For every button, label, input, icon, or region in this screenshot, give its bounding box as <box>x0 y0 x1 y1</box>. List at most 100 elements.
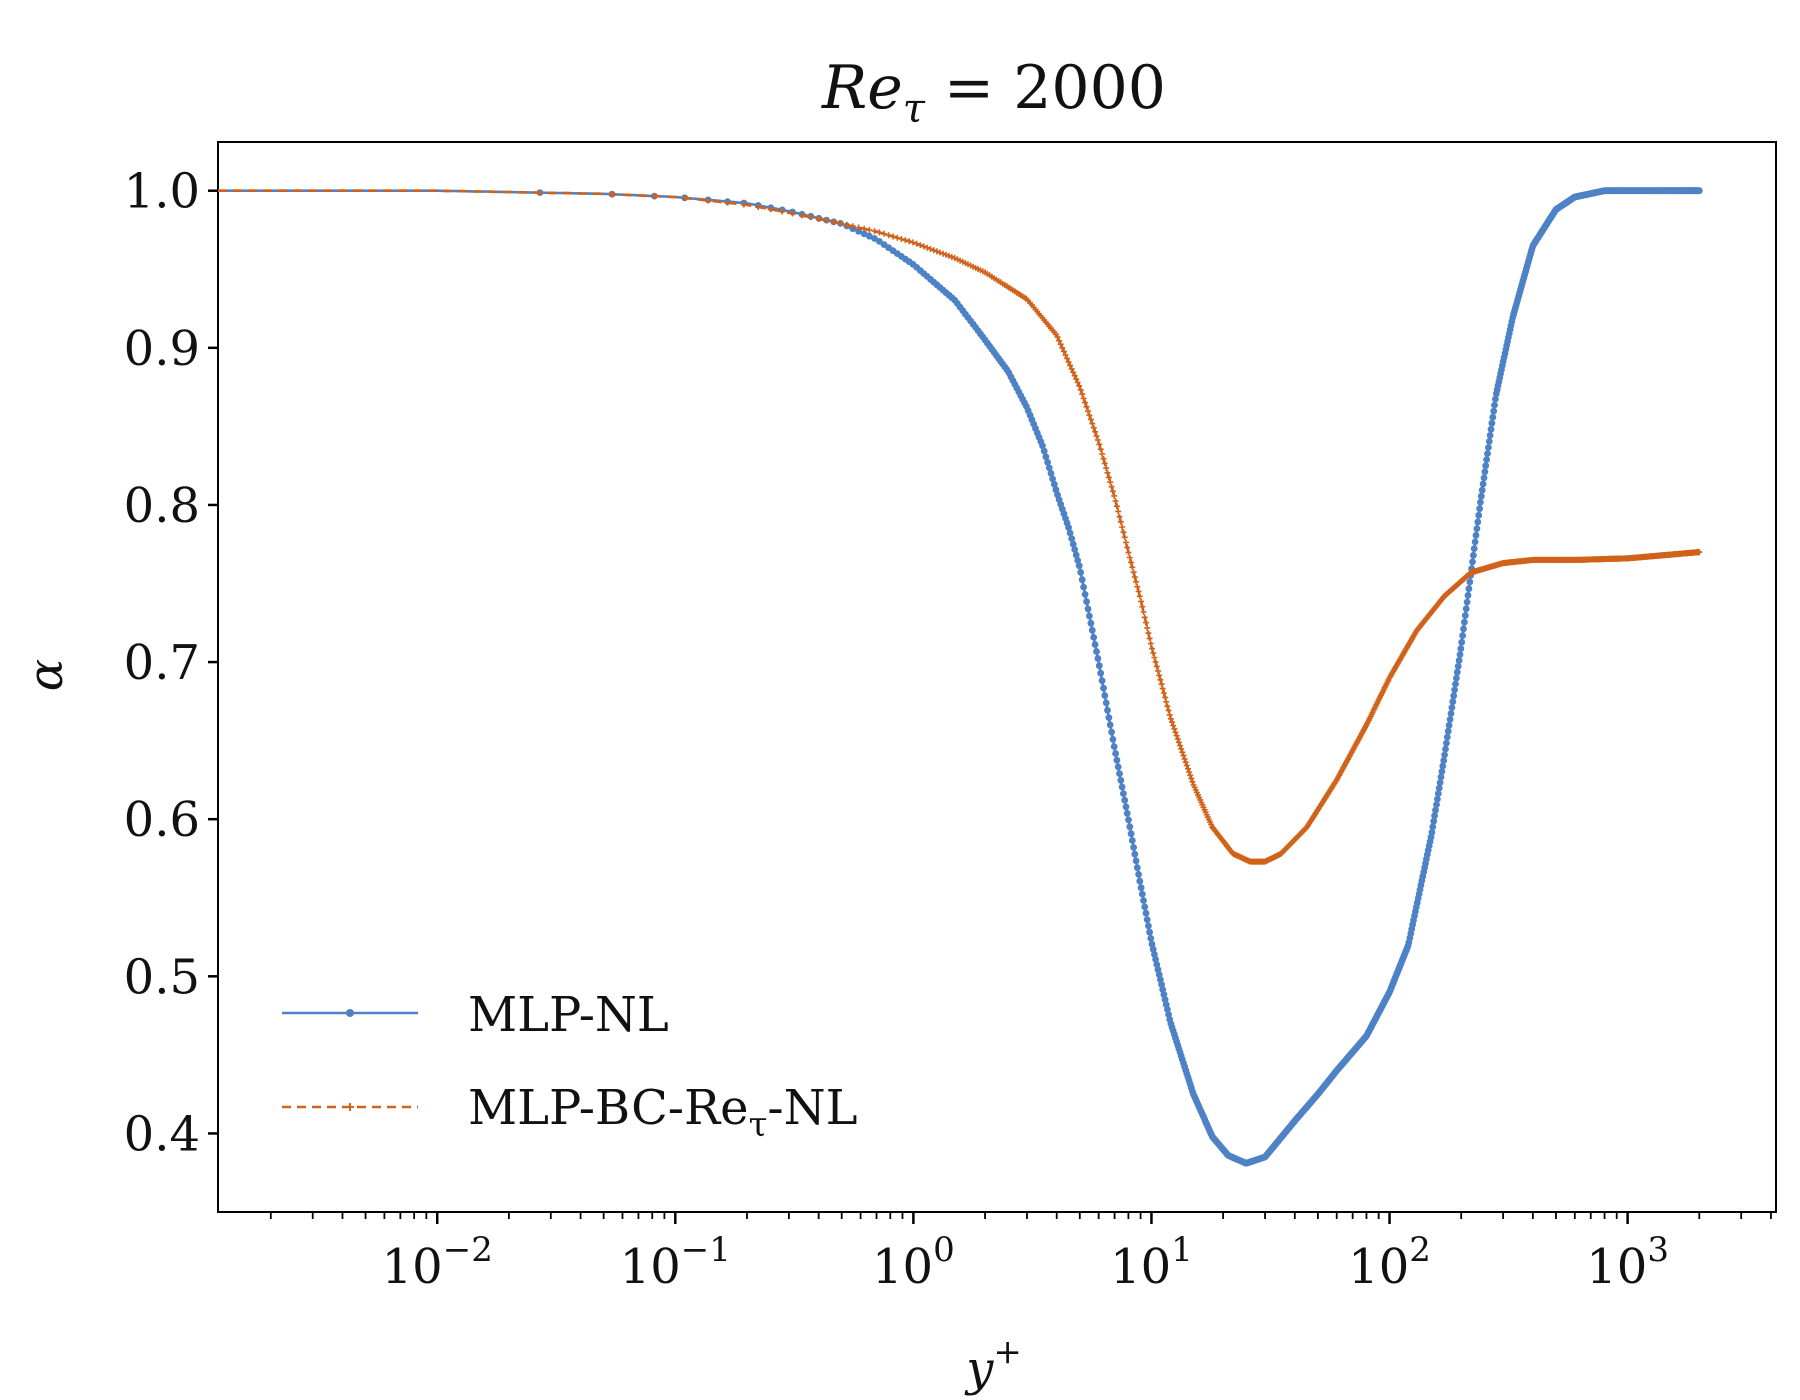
point-mlp-bc-re-nl <box>1056 337 1063 344</box>
point-mlp-nl <box>1091 641 1099 648</box>
point-mlp-bc-re-nl <box>815 216 822 222</box>
x-tick-label-exponent: 1 <box>1171 1230 1193 1270</box>
point-mlp-nl <box>1100 684 1107 692</box>
point-mlp-nl <box>1455 657 1463 664</box>
point-mlp-nl <box>1477 498 1484 506</box>
point-mlp-nl <box>1436 779 1444 786</box>
point-mlp-nl <box>1108 728 1115 736</box>
point-mlp-bc-re-nl <box>1097 446 1104 453</box>
point-mlp-bc-re-nl <box>1146 635 1153 642</box>
legend-marker-mlp-nl <box>346 1009 354 1017</box>
point-mlp-bc-re-nl <box>855 224 862 231</box>
point-mlp-bc-re-nl <box>1080 395 1087 402</box>
point-mlp-bc-re-nl <box>1155 667 1161 674</box>
point-mlp-nl <box>1470 545 1478 552</box>
point-mlp-bc-re-nl <box>1153 663 1160 670</box>
point-mlp-nl <box>1138 890 1146 898</box>
point-mlp-nl <box>1133 864 1141 872</box>
x-tick-label-base: 10 <box>1110 1239 1171 1295</box>
point-mlp-nl <box>1435 784 1443 792</box>
point-mlp-nl <box>1452 680 1459 688</box>
y-tick-label: 0.4 <box>124 1106 200 1162</box>
point-mlp-bc-re-nl <box>920 243 927 250</box>
point-mlp-nl <box>1081 591 1089 598</box>
point-mlp-bc-re-nl <box>1085 408 1091 415</box>
point-mlp-bc-re-nl <box>1070 369 1077 376</box>
point-mlp-bc-re-nl <box>1073 376 1080 383</box>
point-mlp-bc-re-nl <box>861 225 868 232</box>
point-mlp-nl <box>860 230 868 238</box>
point-mlp-nl <box>1443 739 1450 747</box>
point-mlp-bc-re-nl <box>1130 569 1137 576</box>
point-mlp-bc-re-nl <box>1135 588 1142 595</box>
point-mlp-nl <box>1473 525 1481 532</box>
y-tick-label: 0.7 <box>124 635 200 691</box>
point-mlp-bc-re-nl <box>1067 362 1074 369</box>
point-mlp-bc-re-nl <box>948 254 955 260</box>
point-mlp-bc-re-nl <box>1111 492 1118 499</box>
point-mlp-nl <box>1461 618 1468 626</box>
point-mlp-bc-re-nl <box>1151 654 1158 661</box>
point-mlp-nl <box>1148 940 1156 948</box>
point-mlp-bc-re-nl <box>1113 503 1120 510</box>
point-mlp-nl <box>855 227 862 235</box>
point-mlp-nl <box>1478 486 1486 494</box>
point-mlp-bc-re-nl <box>651 193 658 200</box>
point-mlp-nl <box>1442 745 1449 753</box>
point-mlp-nl <box>1429 823 1437 831</box>
point-mlp-nl <box>1457 645 1465 653</box>
point-mlp-bc-re-nl <box>1131 574 1138 581</box>
point-mlp-nl <box>1486 432 1494 439</box>
point-mlp-bc-re-nl <box>1189 778 1196 785</box>
point-mlp-nl <box>1101 692 1109 699</box>
point-mlp-bc-re-nl <box>1125 549 1132 556</box>
point-mlp-bc-re-nl <box>1060 348 1067 355</box>
point-mlp-bc-re-nl <box>1174 736 1181 742</box>
point-mlp-nl <box>1441 751 1448 759</box>
point-mlp-nl <box>1086 612 1093 620</box>
point-mlp-nl <box>1126 823 1134 831</box>
point-mlp-bc-re-nl <box>1090 424 1097 431</box>
point-mlp-bc-re-nl <box>779 208 786 215</box>
point-mlp-nl <box>1116 770 1123 777</box>
point-mlp-bc-re-nl <box>1092 428 1099 435</box>
point-mlp-bc-re-nl <box>1173 732 1180 739</box>
y-tick-label: 0.5 <box>124 949 200 1005</box>
x-tick-label: 101 <box>1110 1230 1193 1295</box>
x-tick-label-exponent: 2 <box>1409 1230 1431 1270</box>
point-mlp-bc-re-nl <box>830 219 837 225</box>
x-tick-label-exponent: −2 <box>443 1230 493 1270</box>
point-mlp-nl <box>1141 903 1149 911</box>
plot-area-frame <box>217 141 1777 1213</box>
point-mlp-nl <box>1451 686 1458 694</box>
point-mlp-bc-re-nl <box>1170 722 1177 729</box>
point-mlp-bc-re-nl <box>1096 441 1103 448</box>
point-mlp-nl <box>1114 763 1122 771</box>
y-tick-label: 0.6 <box>124 792 200 848</box>
point-mlp-nl <box>1066 529 1074 537</box>
point-mlp-bc-re-nl <box>1103 465 1110 472</box>
point-mlp-nl <box>1044 459 1051 466</box>
point-mlp-nl <box>1117 776 1125 784</box>
point-mlp-bc-re-nl <box>755 204 762 210</box>
point-mlp-bc-re-nl <box>940 250 947 257</box>
point-mlp-nl <box>1142 909 1150 917</box>
point-mlp-nl <box>1476 505 1483 513</box>
point-mlp-nl <box>1147 935 1155 942</box>
x-tick-label: 10−1 <box>620 1230 731 1295</box>
point-mlp-bc-re-nl <box>1126 554 1133 561</box>
point-mlp-bc-re-nl <box>823 217 830 224</box>
point-mlp-nl <box>1104 706 1111 714</box>
point-mlp-bc-re-nl <box>937 249 943 256</box>
point-mlp-bc-re-nl <box>1076 382 1083 389</box>
point-mlp-nl <box>1456 651 1464 658</box>
point-mlp-nl <box>1454 662 1462 670</box>
point-mlp-bc-re-nl <box>1087 416 1094 423</box>
x-tick-label-base: 10 <box>620 1239 681 1295</box>
point-mlp-bc-re-nl <box>1158 681 1165 688</box>
point-mlp-nl <box>1109 736 1117 743</box>
x-tick-label-exponent: 3 <box>1647 1230 1669 1270</box>
point-mlp-bc-re-nl <box>1141 614 1148 621</box>
point-mlp-nl <box>1152 956 1159 963</box>
point-mlp-bc-re-nl <box>536 189 543 196</box>
